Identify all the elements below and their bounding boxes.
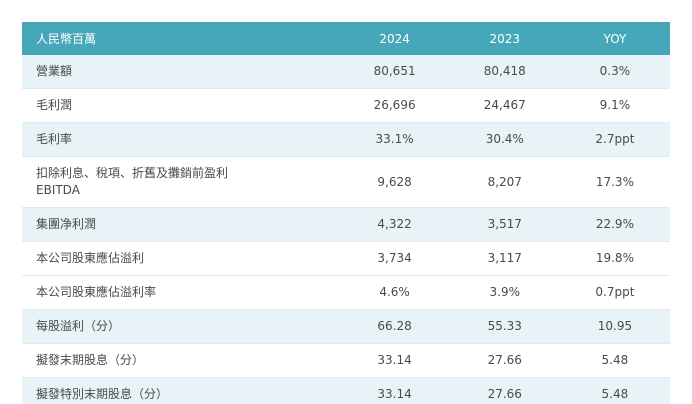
value-2023: 3.9% <box>449 275 560 310</box>
row-label: 扣除利息、稅項、折舊及攤銷前盈利 EBITDA <box>22 156 340 208</box>
value-2023: 3,117 <box>449 241 560 276</box>
column-header-yoy: YOY <box>559 22 670 55</box>
financial-highlights-table: 人民幣百萬 2024 2023 YOY 營業額 80,651 80,418 0.3% 毛… <box>22 22 670 404</box>
value-2023: 55.33 <box>449 309 560 344</box>
value-yoy: 2.7ppt <box>559 122 670 157</box>
value-2024: 80,651 <box>339 55 450 89</box>
row-label: 每股溢利（分） <box>22 309 340 344</box>
table-row: 集團净利潤 4,322 3,517 22.9% <box>22 207 670 242</box>
value-2024: 26,696 <box>339 88 450 123</box>
row-label-line: 擬發特別末期股息（分） <box>36 387 169 401</box>
value-2023: 27.66 <box>449 343 560 378</box>
row-label-line: 營業額 <box>36 64 73 78</box>
value-2023: 30.4% <box>449 122 560 157</box>
value-yoy: 22.9% <box>559 207 670 242</box>
row-label: 本公司股東應佔溢利 <box>22 241 340 276</box>
table-row: 擬發特別末期股息（分） 33.14 27.66 5.48 <box>22 377 670 404</box>
value-2024: 33.14 <box>339 377 450 404</box>
row-label-line: 本公司股東應佔溢利 <box>36 251 145 265</box>
row-label: 毛利潤 <box>22 88 340 123</box>
row-label: 擬發特別末期股息（分） <box>22 377 340 404</box>
row-label-line: EBITDA <box>36 183 80 197</box>
value-2023: 27.66 <box>449 377 560 404</box>
row-label-line: 扣除利息、稅項、折舊及攤銷前盈利 <box>36 166 229 180</box>
value-yoy: 5.48 <box>559 377 670 404</box>
table-header-row: 人民幣百萬 2024 2023 YOY <box>22 22 670 55</box>
value-yoy: 5.48 <box>559 343 670 378</box>
table-row: 毛利率 33.1% 30.4% 2.7ppt <box>22 122 670 157</box>
row-label: 毛利率 <box>22 122 340 157</box>
table-row: 本公司股東應佔溢利率 4.6% 3.9% 0.7ppt <box>22 275 670 310</box>
value-yoy: 9.1% <box>559 88 670 123</box>
row-label-line: 每股溢利（分） <box>36 319 121 333</box>
row-label: 營業額 <box>22 55 340 89</box>
row-label: 本公司股東應佔溢利率 <box>22 275 340 310</box>
table-row: 扣除利息、稅項、折舊及攤銷前盈利 EBITDA 9,628 8,207 17.3% <box>22 156 670 208</box>
row-label: 擬發末期股息（分） <box>22 343 340 378</box>
table-row: 毛利潤 26,696 24,467 9.1% <box>22 88 670 123</box>
value-yoy: 0.7ppt <box>559 275 670 310</box>
table-row: 營業額 80,651 80,418 0.3% <box>22 55 670 89</box>
row-label-line: 集團净利潤 <box>36 217 97 231</box>
table-header: 人民幣百萬 2024 2023 YOY <box>22 22 670 55</box>
value-2023: 3,517 <box>449 207 560 242</box>
row-label-line: 毛利潤 <box>36 98 73 112</box>
value-2023: 80,418 <box>449 55 560 89</box>
column-header-2024: 2024 <box>339 22 450 55</box>
value-yoy: 10.95 <box>559 309 670 344</box>
value-2024: 4.6% <box>339 275 450 310</box>
value-2023: 24,467 <box>449 88 560 123</box>
value-2024: 33.1% <box>339 122 450 157</box>
value-2024: 9,628 <box>339 156 450 208</box>
column-header-currency-unit: 人民幣百萬 <box>22 22 340 55</box>
value-yoy: 19.8% <box>559 241 670 276</box>
row-label-line: 毛利率 <box>36 132 73 146</box>
table-row: 每股溢利（分） 66.28 55.33 10.95 <box>22 309 670 344</box>
column-header-2023: 2023 <box>449 22 560 55</box>
value-2024: 4,322 <box>339 207 450 242</box>
row-label-line: 本公司股東應佔溢利率 <box>36 285 157 299</box>
table-row: 擬發末期股息（分） 33.14 27.66 5.48 <box>22 343 670 378</box>
value-2024: 33.14 <box>339 343 450 378</box>
value-yoy: 0.3% <box>559 55 670 89</box>
table-row: 本公司股東應佔溢利 3,734 3,117 19.8% <box>22 241 670 276</box>
value-2024: 3,734 <box>339 241 450 276</box>
value-yoy: 17.3% <box>559 156 670 208</box>
row-label: 集團净利潤 <box>22 207 340 242</box>
value-2024: 66.28 <box>339 309 450 344</box>
value-2023: 8,207 <box>449 156 560 208</box>
row-label-line: 擬發末期股息（分） <box>36 353 145 367</box>
table-body: 營業額 80,651 80,418 0.3% 毛利潤 26,696 24,467 9.1% 毛利… <box>22 55 670 404</box>
